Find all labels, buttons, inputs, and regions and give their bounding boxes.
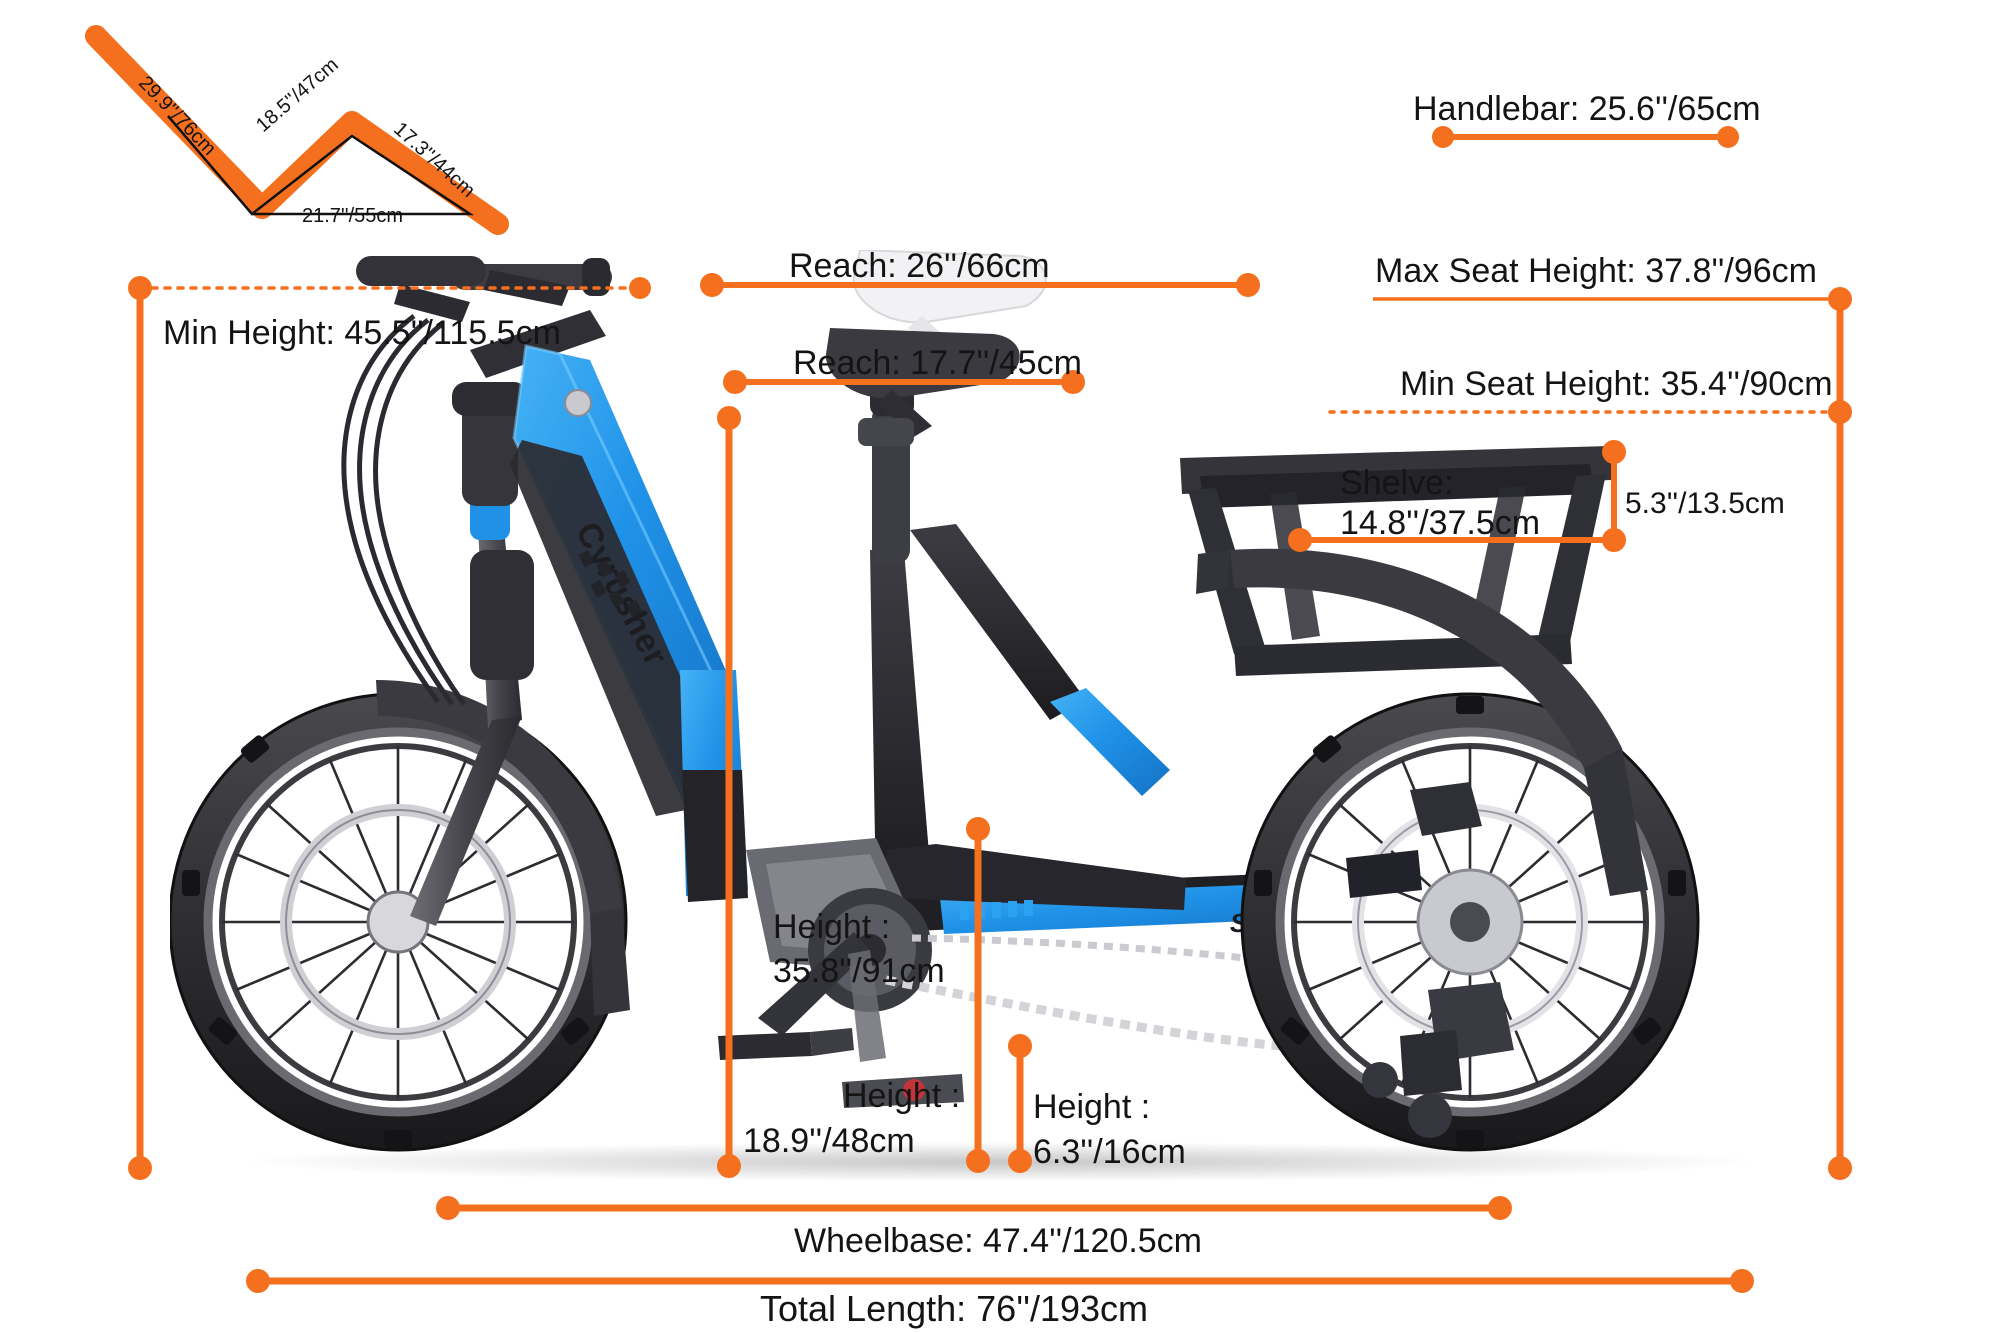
stem-upper-label: 18.5''/47cm	[252, 53, 343, 137]
rear-fender	[1230, 548, 1622, 768]
bike-illustration: Cyrusher	[170, 250, 1760, 1180]
front-brake-disc	[280, 804, 516, 1040]
shelve-label-line1: Shelve:	[1340, 464, 1454, 502]
handlebar-label: Handlebar: 25.6''/65cm	[1413, 90, 1761, 128]
height-16-label-line1: Height :	[1033, 1088, 1151, 1126]
stem-rise-label: 29.9''/76cm	[134, 72, 221, 160]
handlebar-dimension-line	[1432, 126, 1739, 148]
pedal-front	[842, 1074, 964, 1108]
height-91-label-line1: Height :	[773, 908, 891, 946]
rear-drivetrain	[1346, 782, 1588, 1138]
height-48-label-line2: 18.9''/48cm	[743, 1122, 915, 1160]
shelve-label-line2: 14.8''/37.5cm	[1340, 504, 1541, 542]
shelve-drop-label: 5.3''/13.5cm	[1625, 487, 1785, 520]
height-91-label-line2: 35.8''/91cm	[773, 952, 945, 990]
height-48-label-line1: Height :	[843, 1077, 961, 1115]
stem-inset-shape	[85, 25, 509, 235]
min-seat-height-label: Min Seat Height: 35.4''/90cm	[1400, 365, 1833, 403]
stem-base-label: 21.7''/55cm	[302, 205, 404, 227]
reach-top-label: Reach: 26''/66cm	[789, 247, 1050, 285]
reach-bottom-label: Reach: 17.7''/45cm	[793, 344, 1082, 382]
min-height-label: Min Height: 45.5''/115.5cm	[163, 314, 561, 352]
pedal-rear	[718, 1032, 812, 1060]
front-wheel	[170, 692, 628, 1152]
max-seat-height-label: Max Seat Height: 37.8''/96cm	[1375, 252, 1817, 290]
mid-drive-motor	[718, 838, 964, 1108]
wheelbase-dimension-line	[436, 1196, 1512, 1220]
drive-chain	[885, 975, 1283, 1051]
stem-side-label: 17.3''/44cm	[389, 118, 480, 202]
height-16-label-line2: 6.3''/16cm	[1033, 1133, 1186, 1171]
front-fork	[410, 486, 534, 926]
ground-shadow	[240, 1142, 1760, 1180]
wheelbase-label: Wheelbase: 47.4''/120.5cm	[794, 1222, 1202, 1260]
total-length-label: Total Length: 76''/193cm	[760, 1288, 1149, 1329]
